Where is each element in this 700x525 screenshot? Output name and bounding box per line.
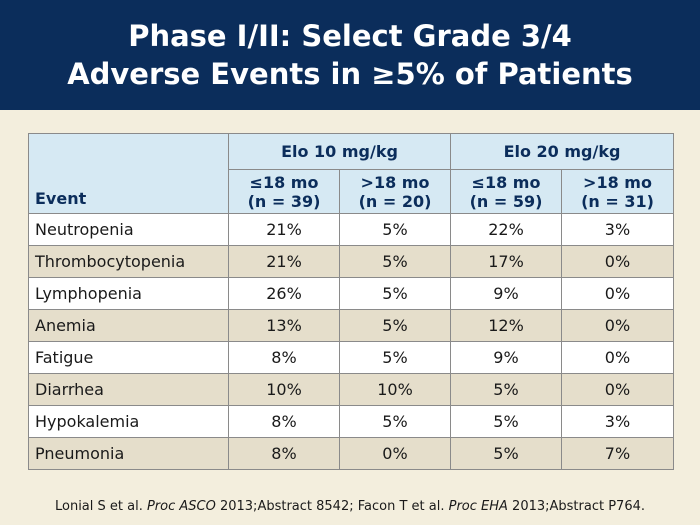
event-name: Hypokalemia xyxy=(28,405,229,438)
value-cell: 3% xyxy=(561,405,674,438)
subheader-cell: >18 mo (n = 31) xyxy=(561,169,674,214)
table-row: Diarrhea 10% 10% 5% 0% xyxy=(28,373,674,406)
group-header-elo-10: Elo 10 mg/kg xyxy=(228,133,451,170)
title-line-2: Adverse Events in ≥5% of Patients xyxy=(67,57,633,91)
value-cell: 5% xyxy=(339,277,451,310)
event-name: Pneumonia xyxy=(28,437,229,470)
footnote-text: Lonial S et al. xyxy=(54,499,147,514)
value-cell: 0% xyxy=(561,309,674,342)
value-cell: 5% xyxy=(339,309,451,342)
subheader-period: ≤18 mo xyxy=(471,172,541,192)
event-name: Fatigue xyxy=(28,341,229,374)
subheader-n: (n = 59) xyxy=(469,191,543,211)
event-name: Lymphopenia xyxy=(28,277,229,310)
value-cell: 5% xyxy=(450,437,562,470)
title-line-1: Phase I/II: Select Grade 3/4 xyxy=(128,19,572,53)
value-cell: 26% xyxy=(228,277,340,310)
table-row: Thrombocytopenia 21% 5% 17% 0% xyxy=(28,245,674,278)
group-header-elo-20: Elo 20 mg/kg xyxy=(450,133,674,170)
value-cell: 5% xyxy=(450,373,562,406)
value-cell: 7% xyxy=(561,437,674,470)
event-name: Anemia xyxy=(28,309,229,342)
value-cell: 12% xyxy=(450,309,562,342)
value-cell: 9% xyxy=(450,277,562,310)
reference-footnote: Lonial S et al. Proc ASCO 2013;Abstract … xyxy=(0,499,700,514)
value-cell: 5% xyxy=(339,245,451,278)
event-name: Diarrhea xyxy=(28,373,229,406)
event-name: Thrombocytopenia xyxy=(28,245,229,278)
value-cell: 8% xyxy=(228,405,340,438)
value-cell: 8% xyxy=(228,341,340,374)
adverse-events-table: Event Elo 10 mg/kg Elo 20 mg/kg ≤18 mo (… xyxy=(28,133,674,470)
value-cell: 21% xyxy=(228,245,340,278)
subheader-n: (n = 31) xyxy=(581,191,654,211)
value-cell: 22% xyxy=(450,213,562,246)
footnote-text: 2013;Abstract P764. xyxy=(507,499,646,514)
subheader-period: >18 mo xyxy=(583,172,652,192)
subheader-n: (n = 20) xyxy=(358,191,432,211)
table-row: Fatigue 8% 5% 9% 0% xyxy=(28,341,674,374)
table-row: Hypokalemia 8% 5% 5% 3% xyxy=(28,405,674,438)
value-cell: 8% xyxy=(228,437,340,470)
value-cell: 5% xyxy=(450,405,562,438)
table-row: Neutropenia 21% 5% 22% 3% xyxy=(28,213,674,246)
subheader-period: >18 mo xyxy=(360,172,430,192)
value-cell: 17% xyxy=(450,245,562,278)
table-row: Anemia 13% 5% 12% 0% xyxy=(28,309,674,342)
footnote-text: 2013;Abstract 8542; Facon T et al. xyxy=(215,499,449,514)
event-column-header: Event xyxy=(28,133,229,214)
value-cell: 0% xyxy=(561,245,674,278)
subheader-period: ≤18 mo xyxy=(249,172,319,192)
value-cell: 0% xyxy=(339,437,451,470)
value-cell: 10% xyxy=(339,373,451,406)
slide-title: Phase I/II: Select Grade 3/4 Adverse Eve… xyxy=(0,0,700,110)
table-row: Pneumonia 8% 0% 5% 7% xyxy=(28,437,674,470)
value-cell: 5% xyxy=(339,341,451,374)
value-cell: 0% xyxy=(561,373,674,406)
subheader-cell: >18 mo (n = 20) xyxy=(339,169,451,214)
value-cell: 5% xyxy=(339,405,451,438)
value-cell: 3% xyxy=(561,213,674,246)
footnote-journal: Proc ASCO xyxy=(146,499,216,514)
value-cell: 0% xyxy=(561,277,674,310)
value-cell: 0% xyxy=(561,341,674,374)
event-name: Neutropenia xyxy=(28,213,229,246)
value-cell: 9% xyxy=(450,341,562,374)
footnote-journal: Proc EHA xyxy=(448,499,508,514)
table-row: Lymphopenia 26% 5% 9% 0% xyxy=(28,277,674,310)
value-cell: 21% xyxy=(228,213,340,246)
value-cell: 10% xyxy=(228,373,340,406)
subheader-cell: ≤18 mo (n = 59) xyxy=(450,169,562,214)
value-cell: 5% xyxy=(339,213,451,246)
subheader-cell: ≤18 mo (n = 39) xyxy=(228,169,340,214)
value-cell: 13% xyxy=(228,309,340,342)
subheader-n: (n = 39) xyxy=(247,191,321,211)
